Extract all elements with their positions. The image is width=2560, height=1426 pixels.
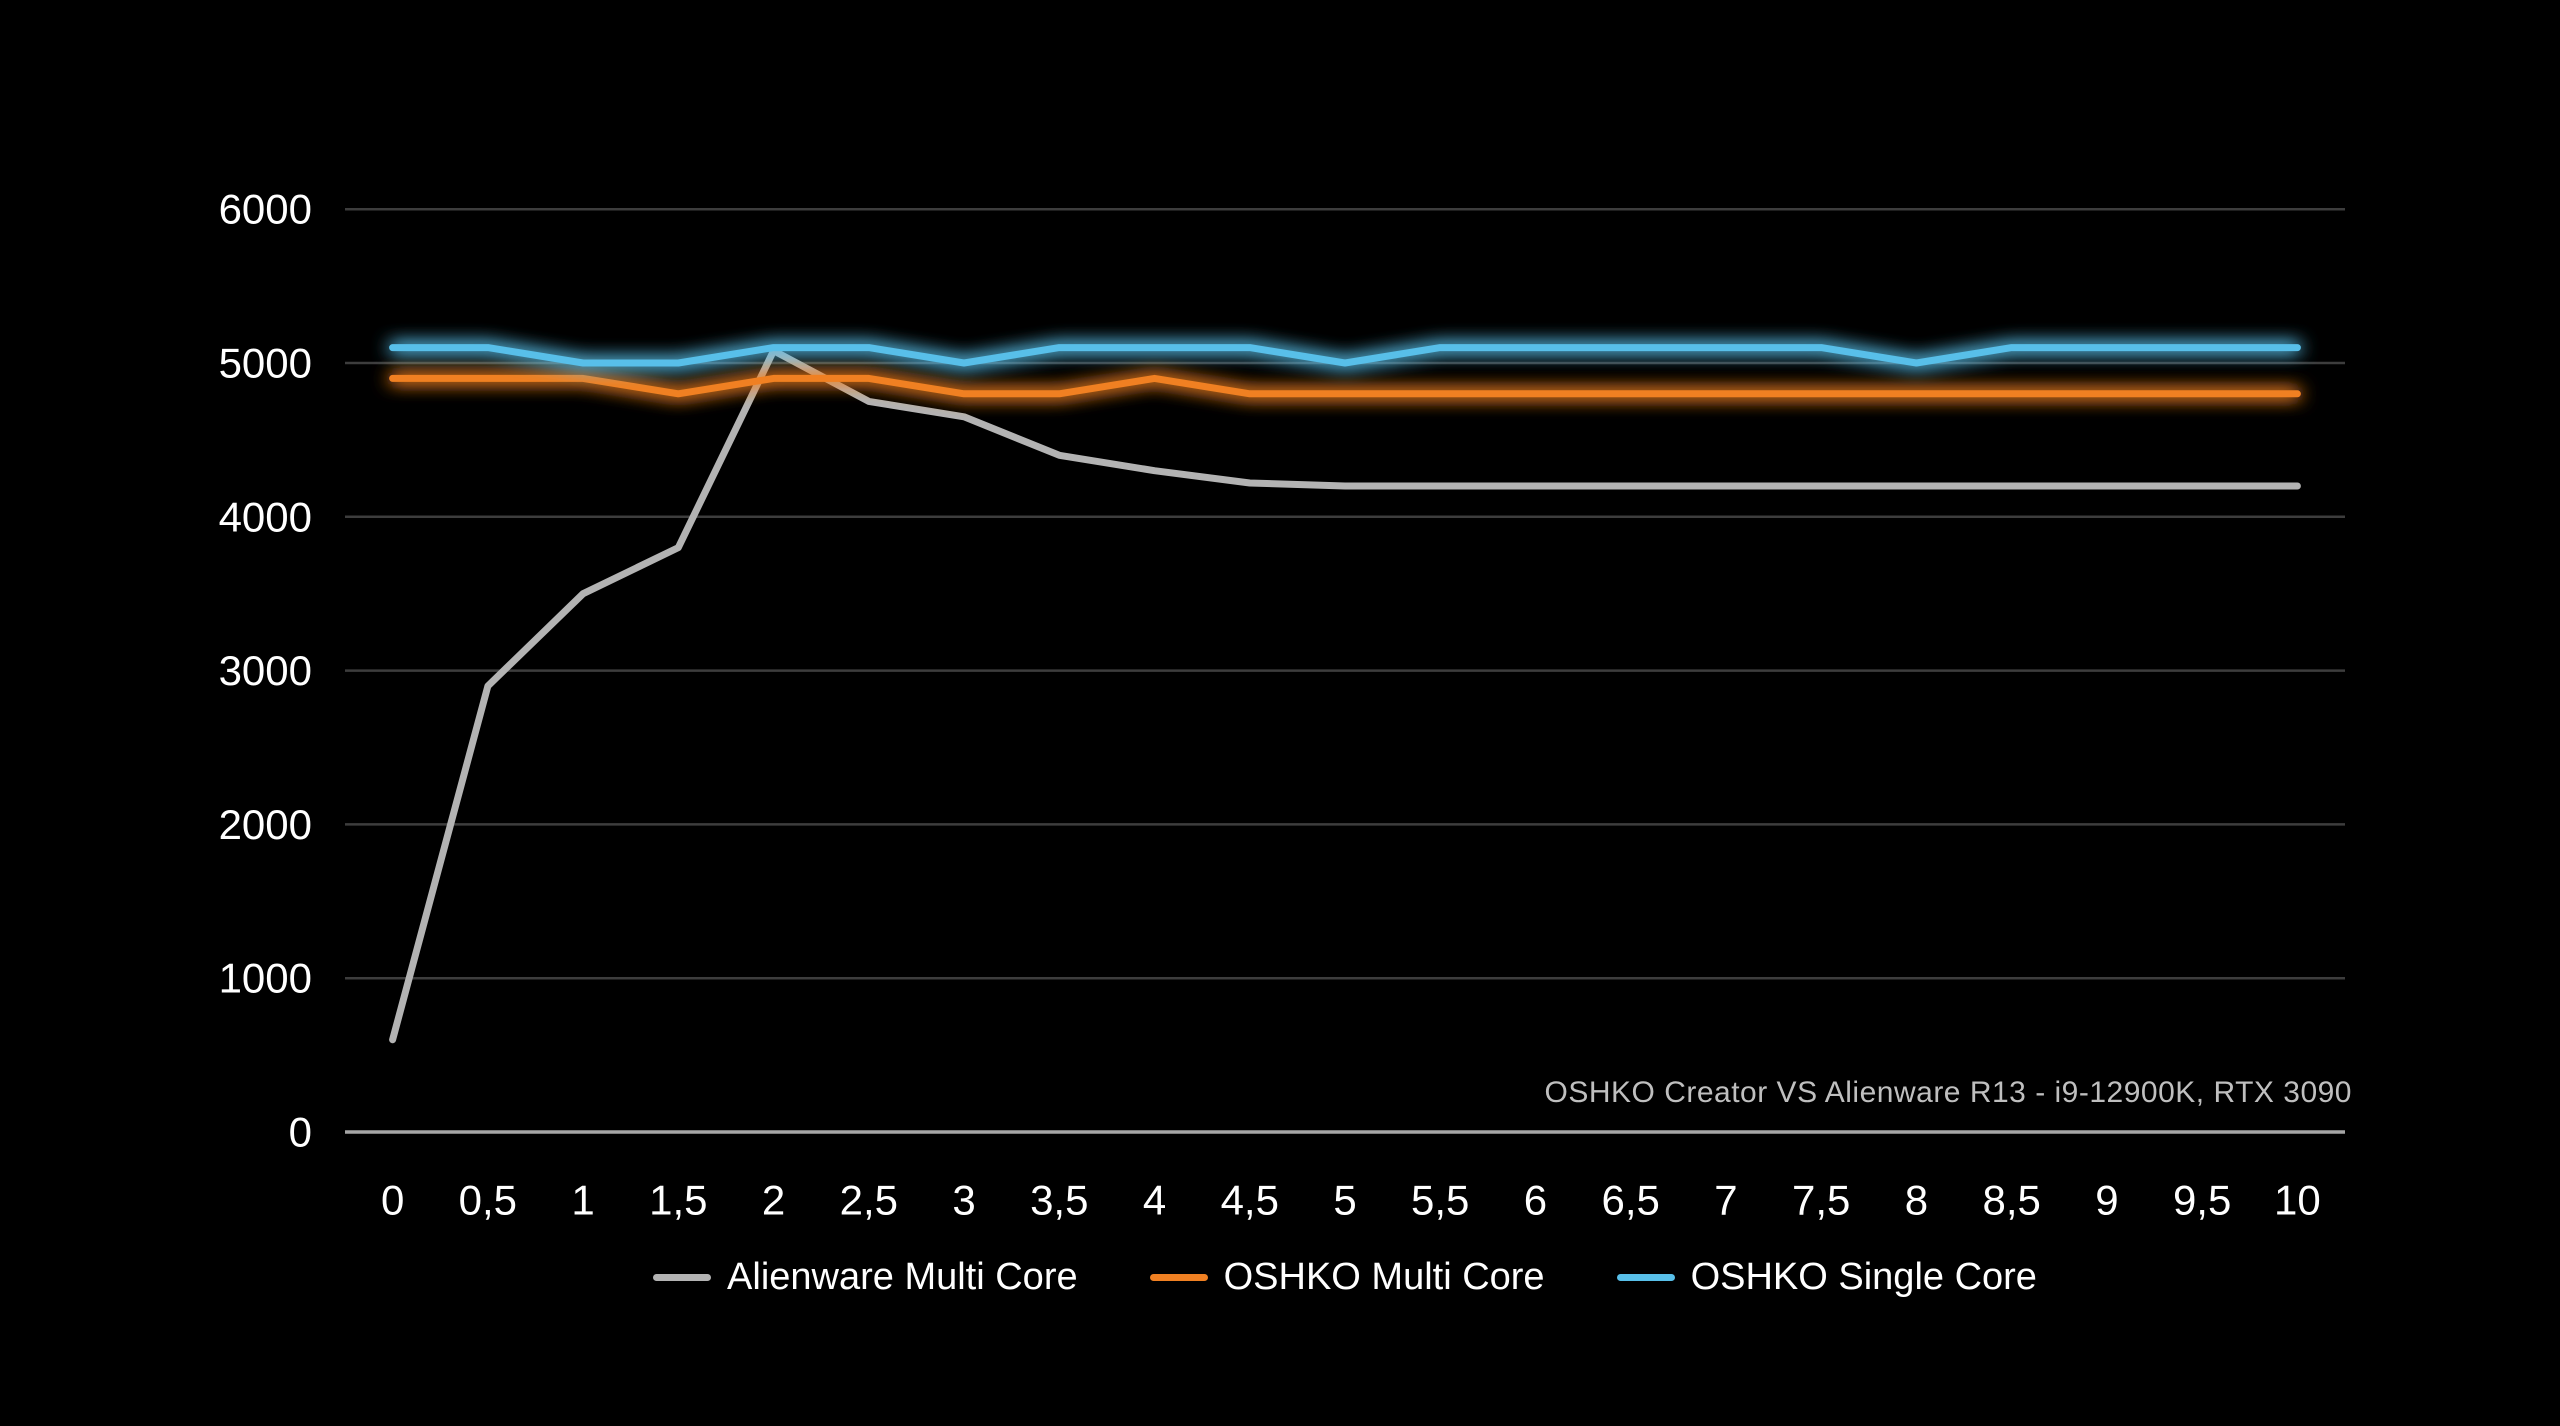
y-axis-tick-label: 0 <box>289 1109 312 1156</box>
chart-legend: Alienware Multi Core OSHKO Multi Core OS… <box>345 1256 2345 1299</box>
x-axis-tick-label: 0,5 <box>459 1177 517 1224</box>
chart-annotation: OSHKO Creator VS Alienware R13 - i9-1290… <box>1544 1076 2352 1109</box>
x-axis-tick-label: 6,5 <box>1602 1177 1660 1224</box>
x-axis-tick-label: 9,5 <box>2173 1177 2231 1224</box>
y-axis-tick-label: 1000 <box>219 955 312 1002</box>
x-axis-tick-label: 1 <box>571 1177 594 1224</box>
x-axis-tick-label: 8 <box>1905 1177 1928 1224</box>
legend-swatch-oshko-single-core-icon <box>1616 1274 1675 1281</box>
legend-swatch-alienware-multi-core-icon <box>653 1274 712 1281</box>
x-axis-tick-label: 2 <box>762 1177 785 1224</box>
legend-item-oshko-single-core: OSHKO Single Core <box>1616 1256 2037 1299</box>
y-axis-tick-label: 4000 <box>219 493 312 540</box>
legend-swatch-oshko-multi-core-icon <box>1149 1274 1208 1281</box>
x-axis-tick-label: 2,5 <box>840 1177 898 1224</box>
x-axis-tick-label: 5 <box>1333 1177 1356 1224</box>
x-axis-tick-label: 6 <box>1524 1177 1547 1224</box>
x-axis-tick-label: 7,5 <box>1792 1177 1850 1224</box>
series-line-oshko-single-core <box>389 344 2301 367</box>
y-axis-labels: 0 1000 2000 3000 4000 5000 6000 <box>219 186 312 1156</box>
legend-label-oshko-multi-core: OSHKO Multi Core <box>1223 1256 1545 1298</box>
x-axis-tick-label: 7 <box>1714 1177 1737 1224</box>
x-axis-tick-label: 10 <box>2274 1177 2321 1224</box>
series-line-alienware-multi-core <box>389 347 2301 1044</box>
legend-item-alienware-multi-core: Alienware Multi Core <box>653 1256 1078 1299</box>
y-axis-tick-label: 6000 <box>219 186 312 233</box>
x-axis-labels: 0 0,5 1 1,5 2 2,5 3 3,5 4 4,5 5 5,5 6 6,5 7 7,5 8 8,5 9 9,5… <box>381 1177 2321 1224</box>
series-lines <box>389 344 2301 1044</box>
legend-label-alienware-multi-core: Alienware Multi Core <box>727 1256 1078 1298</box>
x-axis-tick-label: 4 <box>1143 1177 1166 1224</box>
x-axis-tick-label: 5,5 <box>1411 1177 1469 1224</box>
x-axis-tick-label: 8,5 <box>1982 1177 2040 1224</box>
series-line-oshko-multi-core <box>389 374 2301 398</box>
y-axis-tick-label: 2000 <box>219 801 312 848</box>
x-axis-tick-label: 0 <box>381 1177 404 1224</box>
legend-item-oshko-multi-core: OSHKO Multi Core <box>1149 1256 1545 1299</box>
y-axis-tick-label: 5000 <box>219 340 312 387</box>
x-axis-tick-label: 9 <box>2095 1177 2118 1224</box>
x-axis-tick-label: 1,5 <box>649 1177 707 1224</box>
x-axis-tick-label: 3 <box>952 1177 975 1224</box>
x-axis-tick-label: 4,5 <box>1221 1177 1279 1224</box>
y-axis-tick-label: 3000 <box>219 647 312 694</box>
x-axis-tick-label: 3,5 <box>1030 1177 1088 1224</box>
legend-label-oshko-single-core: OSHKO Single Core <box>1690 1256 2037 1298</box>
